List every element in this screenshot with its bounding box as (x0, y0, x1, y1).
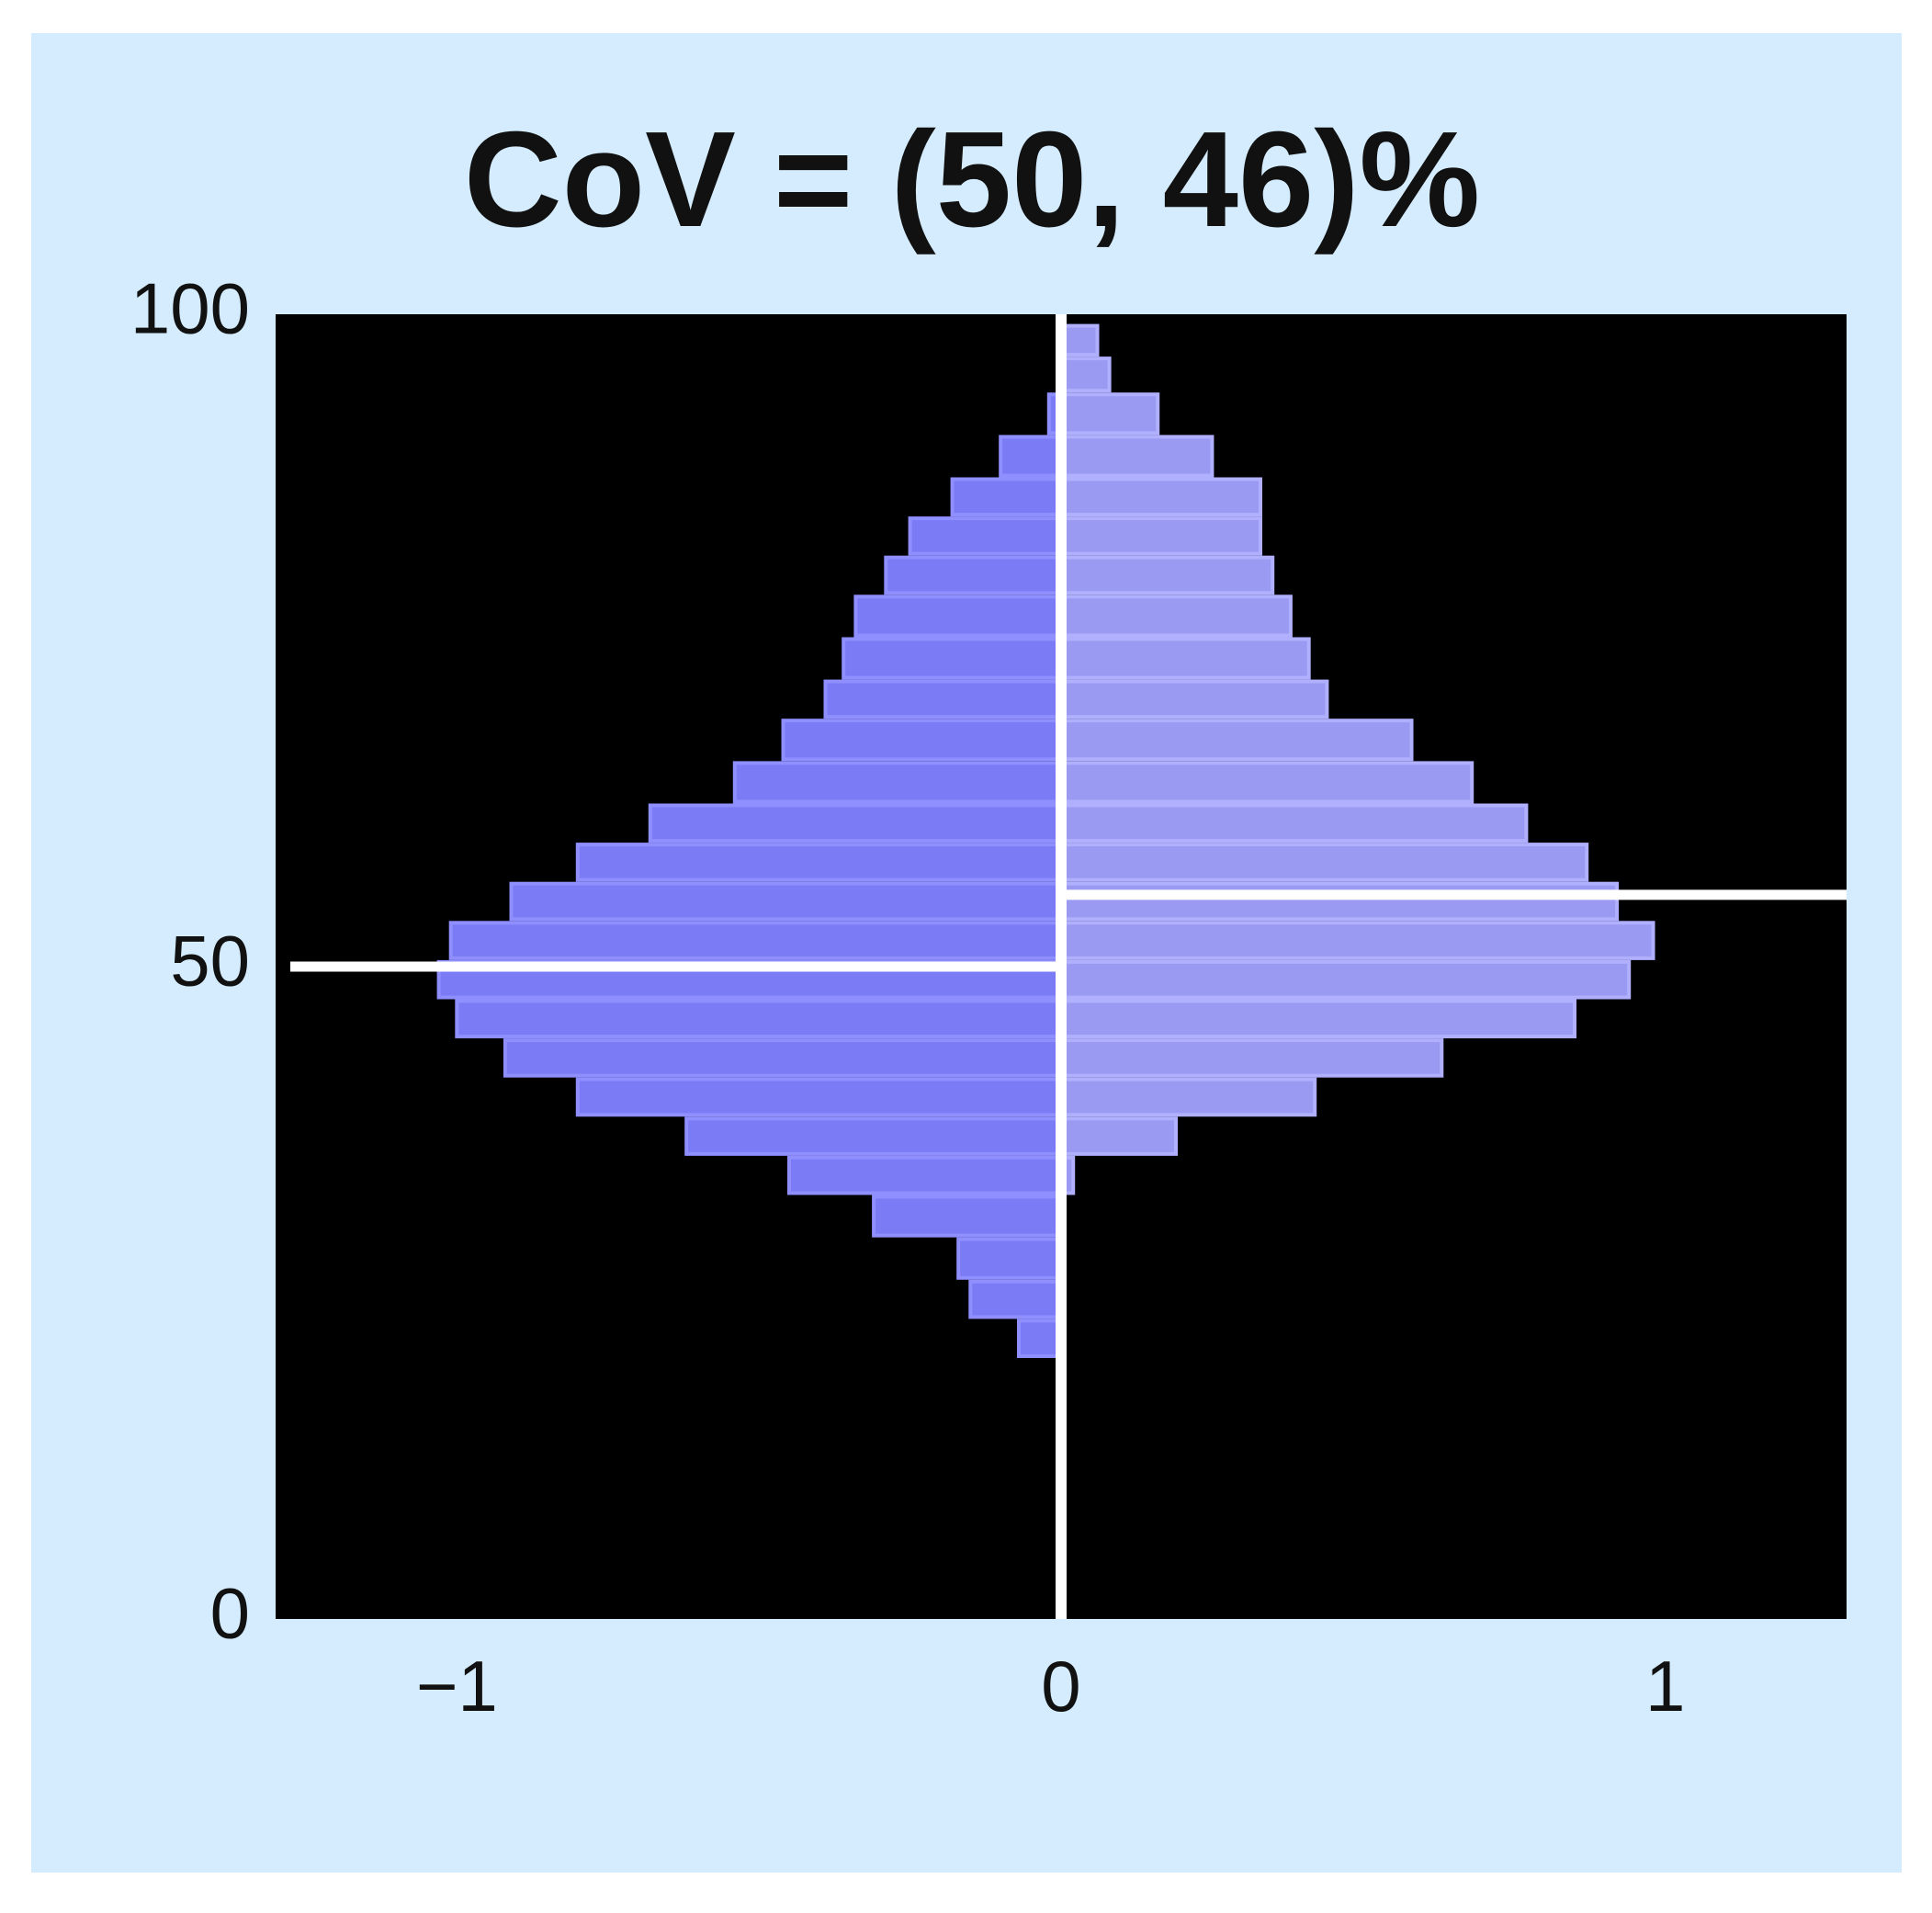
chart: CoV = (50, 46)% 0 50 100 −1 0 1 (130, 104, 1847, 1726)
left-bar (908, 516, 1063, 556)
left-bar (999, 435, 1063, 478)
figure-panel: CoV = (50, 46)% 0 50 100 −1 0 1 (31, 33, 1902, 1873)
right-bar (1059, 477, 1262, 517)
left-bar (781, 719, 1063, 762)
right-bar (1059, 357, 1112, 393)
right-bar (1059, 637, 1311, 680)
left-bar (575, 843, 1063, 882)
right-bar (1059, 594, 1293, 638)
left-bar (853, 594, 1064, 638)
right-bar (1059, 516, 1262, 556)
left-bar (575, 1077, 1063, 1117)
right-bar (1059, 761, 1474, 804)
left-bar (968, 1279, 1063, 1319)
x-tick-label: 0 (1041, 1646, 1080, 1726)
x-tick-label: −1 (416, 1646, 498, 1726)
right-bar (1059, 555, 1275, 595)
left-bar (787, 1155, 1063, 1195)
right-bar (1059, 921, 1655, 960)
x-axis-ticks: −1 0 1 (416, 1646, 1686, 1726)
left-bar (648, 803, 1063, 843)
chart-title: CoV = (50, 46)% (464, 104, 1480, 255)
left-bar (950, 477, 1063, 517)
left-bar (872, 1194, 1063, 1238)
left-bar (842, 637, 1064, 680)
left-bar (455, 999, 1063, 1039)
right-bar (1059, 959, 1632, 1000)
right-bar (1059, 1077, 1317, 1117)
right-bar (1059, 392, 1160, 436)
right-bar (1059, 881, 1620, 922)
right-bar (1059, 803, 1529, 843)
right-bar (1059, 435, 1215, 478)
left-bar (684, 1116, 1063, 1156)
right-bar (1059, 1116, 1178, 1156)
y-axis-ticks: 0 50 100 (130, 268, 250, 1654)
left-bar (509, 881, 1063, 922)
right-bar (1059, 999, 1576, 1039)
x-tick-label: 1 (1645, 1646, 1685, 1726)
left-bar (448, 921, 1063, 960)
right-bar (1059, 323, 1100, 357)
left-bar (823, 679, 1063, 719)
y-tick-label: 50 (170, 921, 250, 1002)
right-bar (1059, 719, 1414, 762)
y-tick-label: 100 (130, 268, 250, 349)
left-bar (1017, 1319, 1063, 1359)
reference-lines (290, 314, 1847, 1619)
left-bar (884, 555, 1063, 595)
left-bar (732, 761, 1063, 804)
right-bar (1059, 843, 1589, 882)
right-bar (1059, 679, 1329, 719)
left-bar (956, 1237, 1064, 1280)
left-bar (503, 1038, 1063, 1078)
y-tick-label: 0 (210, 1573, 250, 1654)
right-bar (1059, 1038, 1444, 1078)
left-bars (436, 392, 1064, 1359)
